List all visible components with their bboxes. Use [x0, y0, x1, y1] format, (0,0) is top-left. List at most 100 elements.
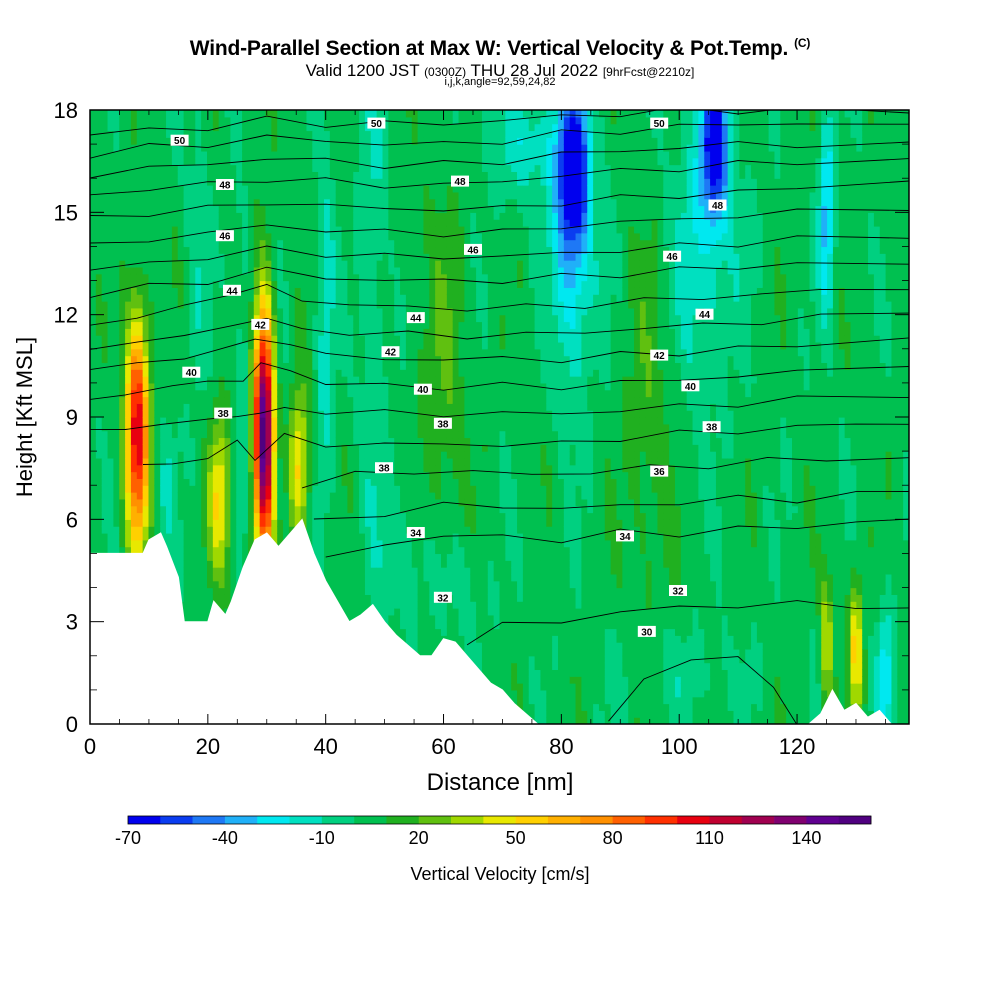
- velocity-cell: [189, 232, 196, 241]
- velocity-cell: [364, 307, 372, 316]
- velocity-cell: [411, 546, 419, 555]
- velocity-cell: [388, 403, 395, 411]
- velocity-cell: [230, 403, 237, 411]
- velocity-cell: [154, 260, 161, 268]
- velocity-cell: [300, 191, 308, 200]
- velocity-cell: [119, 546, 126, 555]
- velocity-cell: [236, 437, 243, 445]
- velocity-cell: [318, 553, 325, 561]
- velocity-cell: [242, 553, 249, 561]
- velocity-cell: [294, 369, 302, 377]
- velocity-cell: [119, 219, 126, 227]
- velocity-cell: [113, 301, 120, 309]
- velocity-cell: [160, 212, 167, 220]
- velocity-cell: [242, 539, 249, 548]
- velocity-cell: [253, 471, 261, 479]
- velocity-cell: [253, 355, 261, 364]
- velocity-cell: [107, 464, 114, 473]
- velocity-cell: [247, 423, 255, 432]
- velocity-cell: [230, 150, 237, 159]
- velocity-cell: [271, 157, 278, 166]
- velocity-cell: [341, 444, 348, 452]
- velocity-cell: [259, 341, 267, 350]
- velocity-cell: [341, 348, 348, 357]
- velocity-cell: [183, 219, 191, 227]
- velocity-cell: [335, 198, 343, 207]
- velocity-cell: [347, 246, 354, 254]
- velocity-cell: [335, 116, 343, 125]
- velocity-cell: [400, 246, 407, 254]
- velocity-cell: [405, 178, 413, 186]
- velocity-cell: [329, 492, 337, 500]
- velocity-cell: [142, 382, 150, 391]
- velocity-cell: [90, 328, 97, 336]
- velocity-cell: [107, 532, 114, 541]
- velocity-cell: [382, 526, 389, 534]
- velocity-cell: [242, 137, 249, 145]
- velocity-cell: [207, 451, 214, 459]
- velocity-cell: [347, 225, 354, 234]
- velocity-cell: [207, 546, 214, 555]
- velocity-cell: [341, 485, 348, 493]
- velocity-cell: [107, 185, 114, 193]
- velocity-cell: [183, 560, 191, 568]
- velocity-cell: [195, 382, 202, 391]
- velocity-cell: [394, 608, 401, 616]
- velocity-cell: [335, 560, 343, 568]
- velocity-cell: [364, 437, 372, 445]
- velocity-cell: [212, 321, 220, 329]
- velocity-cell: [236, 539, 243, 548]
- velocity-cell: [353, 560, 360, 568]
- velocity-cell: [183, 587, 191, 595]
- velocity-cell: [247, 539, 255, 548]
- velocity-cell: [312, 116, 319, 125]
- velocity-cell: [353, 246, 360, 254]
- velocity-cell: [171, 273, 179, 282]
- velocity-cell: [212, 266, 220, 275]
- velocity-cell: [230, 580, 237, 589]
- velocity-cell: [253, 171, 261, 179]
- velocity-cell: [324, 341, 331, 350]
- velocity-cell: [224, 144, 231, 152]
- velocity-cell: [212, 492, 220, 500]
- velocity-cell: [136, 116, 144, 125]
- velocity-cell: [130, 410, 138, 418]
- velocity-cell: [353, 198, 360, 207]
- velocity-cell: [370, 273, 378, 282]
- velocity-cell: [265, 130, 272, 138]
- velocity-cell: [247, 246, 255, 254]
- velocity-cell: [370, 478, 378, 486]
- velocity-cell: [259, 157, 267, 166]
- velocity-cell: [288, 246, 296, 254]
- velocity-cell: [224, 505, 231, 514]
- velocity-cell: [183, 362, 191, 370]
- velocity-cell: [324, 464, 331, 473]
- velocity-cell: [376, 301, 384, 309]
- velocity-cell: [142, 260, 150, 268]
- velocity-cell: [107, 403, 114, 411]
- velocity-cell: [288, 280, 296, 288]
- velocity-cell: [107, 471, 114, 479]
- velocity-cell: [207, 560, 214, 568]
- velocity-cell: [201, 546, 208, 555]
- velocity-cell: [265, 185, 272, 193]
- velocity-cell: [329, 396, 337, 404]
- velocity-cell: [388, 553, 395, 561]
- velocity-cell: [353, 260, 360, 268]
- velocity-cell: [288, 150, 296, 159]
- velocity-cell: [195, 123, 202, 132]
- velocity-cell: [224, 601, 231, 609]
- velocity-cell: [394, 191, 401, 200]
- velocity-cell: [411, 601, 419, 609]
- velocity-cell: [183, 273, 191, 282]
- velocity-cell: [201, 526, 208, 534]
- velocity-cell: [142, 116, 150, 125]
- velocity-cell: [242, 123, 249, 132]
- velocity-cell: [288, 219, 296, 227]
- velocity-cell: [207, 369, 214, 377]
- velocity-cell: [394, 519, 401, 527]
- velocity-cell: [125, 287, 132, 295]
- velocity-cell: [353, 130, 360, 138]
- velocity-cell: [224, 137, 231, 145]
- velocity-cell: [90, 144, 97, 152]
